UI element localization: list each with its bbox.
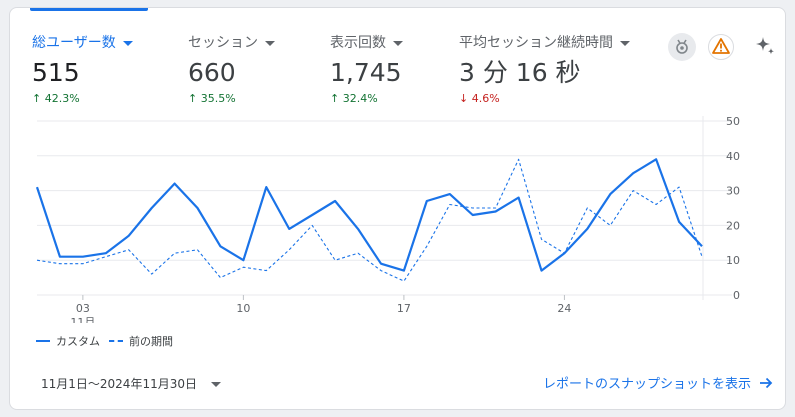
caret-down-icon: [393, 40, 403, 46]
metric-label: 総ユーザー数: [32, 35, 116, 51]
sparkle-button[interactable]: [751, 32, 779, 60]
y-tick-label: 40: [726, 150, 740, 163]
y-tick-label: 30: [726, 185, 740, 198]
y-tick-label: 0: [733, 289, 740, 302]
metric-label: セッション: [188, 35, 258, 51]
insights-badge-button[interactable]: [668, 33, 696, 61]
arrow-up-icon: ↑: [32, 92, 42, 105]
date-range-selector[interactable]: 11月1日〜2024年11月30日: [41, 375, 221, 392]
legend-item-current: カスタム: [36, 333, 100, 349]
metric-header[interactable]: セッション: [188, 32, 275, 52]
legend-item-previous: 前の期間: [109, 333, 173, 349]
metric-avg-session-duration[interactable]: 平均セッション継続時間 3 分 16 秒 ↓ 4.6%: [459, 32, 630, 105]
metric-header[interactable]: 平均セッション継続時間: [459, 32, 630, 52]
view-snapshot-link[interactable]: レポートのスナップショットを表示: [543, 373, 773, 392]
active-tab-indicator: [30, 8, 148, 11]
y-tick-label: 20: [726, 219, 740, 232]
x-tick-sublabel: 11月: [70, 316, 95, 323]
x-tick-label: 17: [397, 302, 411, 315]
sparkle-icon: [756, 37, 774, 55]
warning-icon: [708, 34, 734, 60]
legend-dashed-swatch: [109, 340, 123, 342]
metric-change: ↓ 4.6%: [459, 92, 500, 105]
metric-label: 平均セッション継続時間: [459, 35, 613, 51]
metric-views[interactable]: 表示回数 1,745 ↑ 32.4%: [330, 32, 403, 105]
metric-value: 660: [188, 58, 236, 87]
metric-header[interactable]: 表示回数: [330, 32, 403, 52]
metric-change: ↑ 42.3%: [32, 92, 80, 105]
metric-sessions[interactable]: セッション 660 ↑ 35.5%: [188, 32, 275, 105]
legend-solid-swatch: [36, 340, 50, 342]
caret-down-icon: [122, 40, 133, 46]
series-line-current: [35, 158, 703, 272]
badge-icon: [676, 39, 688, 54]
caret-down-icon: [620, 40, 630, 46]
date-range-label: 11月1日〜2024年11月30日: [41, 377, 197, 391]
y-tick-label: 50: [726, 115, 740, 128]
x-tick-label: 03: [76, 302, 90, 315]
legend-label: 前の期間: [129, 335, 173, 348]
series-line-previous: [36, 158, 703, 282]
metric-value: 3 分 16 秒: [459, 58, 581, 87]
warning-button[interactable]: [707, 33, 735, 61]
metric-value: 515: [32, 58, 80, 87]
metric-header[interactable]: 総ユーザー数: [32, 32, 133, 52]
metric-change: ↑ 32.4%: [330, 92, 378, 105]
caret-down-icon: [265, 40, 275, 46]
arrow-up-icon: ↑: [330, 92, 340, 105]
arrow-up-icon: ↑: [188, 92, 198, 105]
snapshot-link-label: レポートのスナップショットを表示: [542, 377, 751, 392]
metric-total-users[interactable]: 総ユーザー数 515 ↑ 42.3%: [32, 32, 133, 105]
x-tick-label: 10: [236, 302, 250, 315]
metric-value: 1,745: [330, 58, 402, 87]
metric-label: 表示回数: [330, 35, 386, 51]
arrow-down-icon: ↓: [459, 92, 469, 105]
x-tick-label: 24: [557, 302, 571, 315]
y-tick-label: 10: [726, 254, 740, 267]
caret-down-icon: [210, 382, 221, 387]
legend-label: カスタム: [56, 335, 100, 348]
summary-card: 総ユーザー数 515 ↑ 42.3% セッション 660 ↑ 35.5% 表示回…: [9, 7, 786, 410]
metric-change: ↑ 35.5%: [188, 92, 236, 105]
arrow-right-icon: [760, 377, 773, 388]
